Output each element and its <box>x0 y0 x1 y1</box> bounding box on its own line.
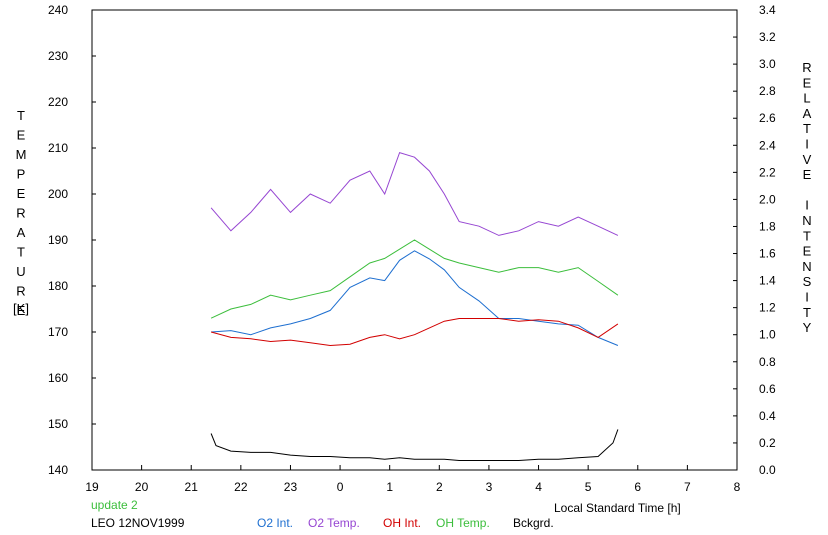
left-tick-label: 240 <box>48 3 68 17</box>
right-tick-label: 2.8 <box>759 84 776 98</box>
site-date-note: LEO 12NOV1999 <box>91 516 185 530</box>
x-tick-label: 21 <box>185 480 199 494</box>
ylabel-right-letter: T <box>803 228 811 243</box>
series-line-o2-temp <box>210 151 619 236</box>
ylabel-right-letter: I <box>805 290 809 305</box>
right-tick-label: 2.2 <box>759 165 776 179</box>
left-tick-label: 210 <box>48 141 68 155</box>
ylabel-left-letter: U <box>16 264 25 279</box>
series-line-oh-temp <box>210 239 619 319</box>
ylabel-right-letter: V <box>803 152 812 167</box>
series-line-oh-int <box>210 318 619 347</box>
ylabel-left-letter: E <box>17 303 26 318</box>
left-tick-label: 200 <box>48 187 68 201</box>
x-tick-label: 20 <box>135 480 149 494</box>
x-tick-label: 5 <box>585 480 592 494</box>
right-tick-label: 0.6 <box>759 382 776 396</box>
right-tick-label: 0.4 <box>759 409 776 423</box>
ylabel-right-letter: E <box>803 75 812 90</box>
right-tick-label: 1.8 <box>759 219 776 233</box>
x-tick-label: 19 <box>85 480 99 494</box>
legend-entry: O2 Int. <box>257 516 293 530</box>
right-tick-label: 0.0 <box>759 463 776 477</box>
right-tick-label: 0.2 <box>759 436 776 450</box>
ylabel-right-letter: T <box>803 305 811 320</box>
left-tick-label: 150 <box>48 417 68 431</box>
left-tick-label: 180 <box>48 279 68 293</box>
series-line-bckgrd <box>210 429 619 461</box>
x-tick-label: 6 <box>634 480 641 494</box>
right-tick-label: 2.6 <box>759 111 776 125</box>
x-tick-label: 3 <box>486 480 493 494</box>
ylabel-left-letter: E <box>17 186 26 201</box>
x-tick-label: 8 <box>734 480 741 494</box>
right-tick-label: 2.0 <box>759 192 776 206</box>
ylabel-left-unit: [K] <box>13 301 29 316</box>
ylabel-right-letter: E <box>803 244 812 259</box>
right-tick-label: 3.0 <box>759 57 776 71</box>
ylabel-right-letter: S <box>803 274 812 289</box>
x-tick-label: 0 <box>337 480 344 494</box>
ylabel-left-letter: M <box>16 147 27 162</box>
update-note: update 2 <box>91 498 138 512</box>
ylabel-left-letter: A <box>17 225 26 240</box>
ylabel-left-letter: R <box>16 206 25 221</box>
x-axis-label: Local Standard Time [h] <box>554 501 681 515</box>
right-tick-label: 0.8 <box>759 355 776 369</box>
x-tick-label: 4 <box>535 480 542 494</box>
x-tick-label: 7 <box>684 480 691 494</box>
chart-series <box>210 151 619 461</box>
legend-entry: OH Temp. <box>436 516 490 530</box>
ylabel-left-letter: T <box>17 108 25 123</box>
right-tick-label: 1.0 <box>759 328 776 342</box>
ylabel-left-letter: P <box>17 167 26 182</box>
x-tick-label: 23 <box>284 480 298 494</box>
right-tick-label: 2.4 <box>759 138 776 152</box>
left-tick-label: 170 <box>48 325 68 339</box>
x-tick-label: 22 <box>234 480 248 494</box>
left-tick-label: 140 <box>48 463 68 477</box>
ylabel-right-letter: T <box>803 121 811 136</box>
left-tick-label: 160 <box>48 371 68 385</box>
chart-axes: 2402302202102001901801701601501403.43.23… <box>48 3 776 494</box>
ylabel-right-letter: N <box>802 213 811 228</box>
right-tick-label: 1.6 <box>759 247 776 261</box>
right-tick-label: 3.2 <box>759 30 776 44</box>
ylabel-right-letter: R <box>802 60 811 75</box>
ylabel-left-letter: T <box>17 245 25 260</box>
ylabel-right-letter: Y <box>803 320 812 335</box>
ylabel-right-letter: N <box>802 259 811 274</box>
right-tick-label: 3.4 <box>759 3 776 17</box>
right-tick-label: 1.2 <box>759 301 776 315</box>
ylabel-right-letter: I <box>805 198 809 213</box>
chart-legend: update 2 LEO 12NOV1999 O2 Int. O2 Temp. OH I… <box>91 498 554 530</box>
legend-entry: O2 Temp. <box>308 516 360 530</box>
series-line-o2-int <box>211 250 619 346</box>
ylabel-left-letter: R <box>16 284 25 299</box>
ylabel-right-letter: L <box>803 91 810 106</box>
right-tick-label: 1.4 <box>759 274 776 288</box>
ylabel-right-letter: E <box>803 167 812 182</box>
left-tick-label: 190 <box>48 233 68 247</box>
legend-entry: Bckgrd. <box>513 516 554 530</box>
left-tick-label: 220 <box>48 95 68 109</box>
x-tick-label: 1 <box>386 480 393 494</box>
legend-entry: OH Int. <box>383 516 421 530</box>
x-tick-label: 2 <box>436 480 443 494</box>
ylabel-left-letter: E <box>17 128 26 143</box>
left-tick-label: 230 <box>48 49 68 63</box>
ylabel-right-letter: I <box>805 137 809 152</box>
ylabel-right-letter: A <box>803 106 812 121</box>
